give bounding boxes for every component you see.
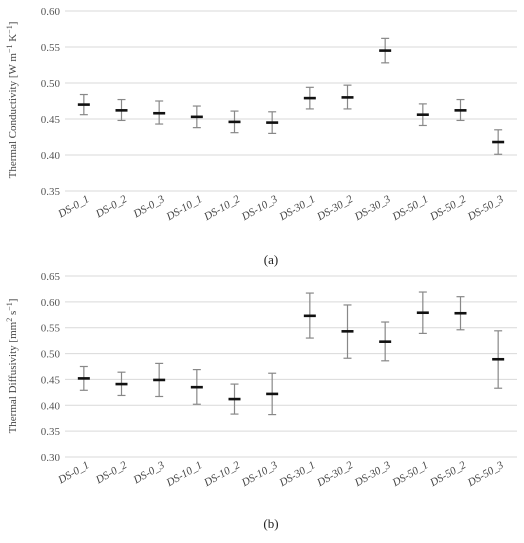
data-point-DS-50_3 — [492, 330, 505, 389]
y-tick-label: 0.30 — [41, 452, 61, 464]
data-point-DS-10_3 — [266, 372, 279, 416]
y-tick-label: 0.45 — [41, 114, 61, 126]
y-tick-label: 0.50 — [41, 349, 61, 361]
y-axis-label-mid: K — [7, 34, 19, 45]
data-point-DS-10_2 — [228, 110, 241, 134]
data-point-DS-10_1 — [190, 369, 203, 405]
data-point-DS-30_2 — [341, 84, 354, 110]
x-tick-label: DS-0_3 — [131, 193, 167, 221]
data-point-DS-0_3 — [153, 100, 166, 125]
data-point-DS-50_2 — [454, 296, 467, 331]
x-tick-label: DS-10_3 — [239, 193, 280, 224]
y-tick-label: 0.40 — [41, 150, 61, 162]
y-tick-label: 0.55 — [41, 42, 61, 54]
y-tick-label: 0.55 — [41, 323, 61, 335]
chart-thermal-conductivity: 0.35 0.40 0.45 0.50 0.55 0.60 DS-0_1 DS-0_2 DS-0… — [5, 6, 517, 267]
data-point-DS-50_1 — [416, 291, 429, 335]
x-tick-label: DS-10_2 — [201, 459, 242, 490]
y-axis-label-sup1: 2 — [5, 318, 14, 322]
y-axis-label-end: ] — [7, 299, 19, 303]
x-tick-label: DS-10_1 — [164, 193, 205, 223]
data-point-DS-50_3 — [492, 129, 505, 155]
x-tick-label: DS-10_3 — [239, 459, 280, 490]
y-axis-label-main: Thermal Diffusivity [mm — [7, 321, 19, 433]
y-axis-label: Thermal Diffusivity [mm2 s−1] — [5, 299, 20, 434]
data-point-DS-10_1 — [190, 105, 203, 129]
data-point-DS-10_2 — [228, 383, 241, 415]
data-point-DS-50_1 — [416, 103, 429, 127]
x-tick-label: DS-30_1 — [277, 459, 318, 489]
x-tick-label: DS-0_3 — [131, 459, 167, 487]
x-tick-label: DS-50_3 — [465, 459, 506, 490]
y-tick-label: 0.50 — [41, 78, 61, 90]
y-axis-label-sup2: −1 — [5, 25, 14, 34]
data-point-DS-30_2 — [341, 304, 354, 359]
x-tick-label: DS-30_2 — [314, 459, 355, 490]
x-tick-label: DS-0_2 — [93, 459, 129, 487]
x-tick-label: DS-10_2 — [201, 193, 242, 224]
y-tick-label: 0.45 — [41, 374, 61, 386]
x-tick-label: DS-30_3 — [352, 459, 393, 490]
data-point-DS-30_3 — [379, 37, 392, 64]
data-point-DS-0_2 — [115, 98, 128, 122]
data-point-DS-30_1 — [303, 86, 316, 110]
x-tick-label: DS-0_1 — [55, 193, 91, 221]
y-axis-label: Thermal Conductivity [W m−1 K−1] — [5, 22, 20, 179]
data-point-DS-0_1 — [77, 93, 90, 116]
x-tick-label: DS-50_3 — [465, 193, 506, 224]
data-point-DS-30_3 — [379, 321, 392, 362]
x-tick-label: DS-0_2 — [93, 193, 129, 221]
x-tick-label: DS-30_2 — [314, 193, 355, 224]
data-point-DS-0_2 — [115, 371, 128, 397]
data-point-DS-0_1 — [77, 365, 90, 391]
data-point-DS-50_2 — [454, 98, 467, 122]
y-tick-label: 0.35 — [41, 426, 61, 438]
y-axis-label-main: Thermal Conductivity [W m — [7, 53, 19, 179]
y-axis-label-mid: s — [7, 311, 19, 318]
y-tick-label: 0.60 — [41, 6, 61, 18]
y-tick-label: 0.40 — [41, 400, 61, 412]
x-tick-label: DS-50_2 — [427, 459, 468, 490]
y-axis-label-end: ] — [7, 22, 19, 26]
y-tick-label: 0.35 — [41, 186, 61, 198]
figure-caption: (b) — [263, 516, 278, 531]
x-tick-label: DS-50_2 — [427, 193, 468, 224]
y-tick-label: 0.60 — [41, 297, 61, 309]
x-tick-label: DS-30_1 — [277, 193, 318, 223]
x-tick-label: DS-30_3 — [352, 193, 393, 224]
x-tick-label: DS-50_1 — [390, 193, 431, 223]
y-tick-label: 0.65 — [41, 271, 61, 283]
y-axis-label-sup2: −1 — [5, 302, 14, 311]
x-tick-label: DS-0_1 — [55, 459, 91, 487]
x-tick-label: DS-50_1 — [390, 459, 431, 489]
x-tick-label: DS-10_1 — [164, 459, 205, 489]
y-axis-label-sup1: −1 — [5, 45, 14, 54]
figure-caption: (a) — [264, 252, 278, 267]
data-point-DS-30_1 — [303, 292, 316, 339]
data-point-DS-0_3 — [153, 362, 166, 398]
data-point-DS-10_3 — [266, 111, 279, 134]
